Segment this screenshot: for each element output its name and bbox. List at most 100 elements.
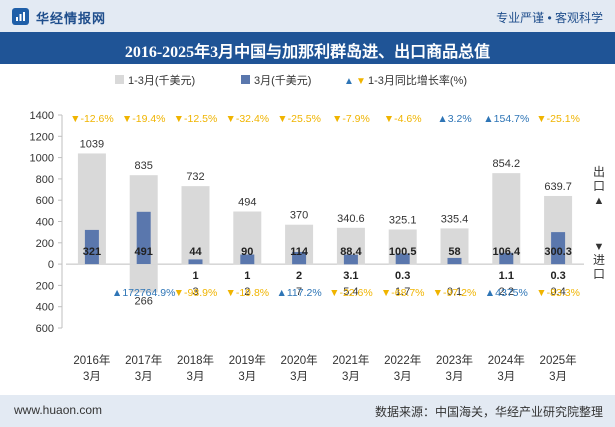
import-growth-label: ▲117.2%: [276, 287, 321, 299]
import-march-label: 3.1: [343, 270, 358, 282]
export-march-bar: [188, 259, 203, 265]
x-tick-label-month: 3月: [290, 371, 308, 383]
export-march-bar: [84, 229, 99, 265]
import-cumulative-label: 5.4: [343, 286, 358, 298]
export-cumulative-label: 340.6: [337, 213, 365, 225]
export-cumulative-label: 335.4: [441, 213, 469, 225]
export-growth-label: ▼-25.1%: [536, 113, 580, 125]
import-cumulative-label: 2.2: [499, 286, 514, 298]
y-tick-label: 200: [36, 238, 54, 250]
import-side-label-top: 进: [593, 253, 605, 267]
import-march-label: 0.3: [550, 270, 565, 282]
export-growth-label: ▲154.7%: [483, 113, 529, 125]
export-march-label: 58: [448, 246, 460, 258]
export-march-bar: [551, 232, 566, 265]
import-growth-label: ▲4375%: [485, 287, 528, 299]
import-march-label: 1.1: [499, 270, 514, 282]
export-cumulative-label: 1039: [80, 138, 104, 150]
export-cumulative-label: 639.7: [544, 181, 572, 193]
export-march-label: 44: [189, 246, 202, 258]
export-march-label: 88.4: [340, 246, 362, 258]
export-cumulative-label: 370: [290, 210, 308, 222]
y-tick-label: 1200: [30, 131, 54, 143]
growth-labels: ▼-12.6% ▼-19.4% ▲172764.9% ▼-12.5% ▼-98.9% ▼-…: [70, 113, 580, 299]
x-tick-label-year: 2016年: [73, 353, 110, 367]
x-tick-label-year: 2018年: [177, 353, 214, 367]
export-growth-label: ▲3.2%: [437, 113, 471, 125]
x-tick-label-month: 3月: [83, 371, 101, 383]
x-tick-label-year: 2019年: [229, 353, 266, 367]
export-arrow-icon: ▲: [594, 195, 605, 207]
export-march-label: 90: [241, 246, 253, 258]
x-tick-label-month: 3月: [135, 371, 153, 383]
x-tick-label-month: 3月: [549, 371, 567, 383]
import-march-label: 1: [192, 270, 198, 282]
x-tick-label-year: 2021年: [332, 353, 369, 367]
y-tick-label: 0: [48, 259, 54, 271]
export-growth-label: ▼-12.5%: [174, 113, 218, 125]
legend-swatch-march: [241, 75, 250, 84]
header-bar: [0, 0, 615, 32]
x-tick-label-month: 3月: [446, 371, 464, 383]
bars: [77, 153, 573, 293]
export-side-label-bottom: 口: [593, 179, 605, 193]
axes: 1400 1200 1000 800 600 400 200 0 200 400 600: [30, 110, 584, 335]
export-growth-label: ▼-19.4%: [122, 113, 166, 125]
export-march-label: 300.3: [544, 246, 572, 258]
slogan: 专业严谨 • 客观科学: [496, 11, 603, 25]
legend-swatch-cumulative: [115, 75, 124, 84]
import-growth-label: ▼-19.8%: [225, 287, 269, 299]
import-growth-label: ▼-83.3%: [536, 287, 580, 299]
import-cumulative-label: 3: [192, 286, 198, 298]
export-cumulative-bar: [492, 173, 521, 265]
y-tick-label: 400: [36, 217, 54, 229]
x-tick-label-year: 2020年: [281, 353, 318, 367]
footer-bar: [0, 395, 615, 427]
export-march-label: 321: [83, 246, 101, 258]
export-march-bar: [447, 257, 462, 265]
import-cumulative-label: 1.7: [395, 286, 410, 298]
export-march-bar: [292, 251, 307, 265]
y-tick-label: 800: [36, 174, 54, 186]
export-cumulative-bar: [181, 186, 210, 265]
export-cumulative-label: 854.2: [493, 158, 521, 170]
export-cumulative-label: 325.1: [389, 214, 417, 226]
x-tick-label-month: 3月: [238, 371, 256, 383]
import-cumulative-label: 2: [244, 286, 250, 298]
x-tick-label-year: 2025年: [540, 353, 577, 367]
x-tick-label-month: 3月: [394, 371, 412, 383]
export-march-bar: [499, 252, 514, 265]
x-tick-label-month: 3月: [497, 371, 515, 383]
export-side-label-top: 出: [593, 165, 605, 179]
export-march-label: 491: [135, 246, 153, 258]
chart-title: 2016-2025年3月中国与加那利群岛进、出口商品总值: [124, 44, 491, 61]
import-cumulative-label: 266: [135, 295, 153, 307]
import-growth-label: ▼-22.6%: [329, 287, 373, 299]
export-march-label: 114: [290, 246, 309, 258]
y-tick-label: 1000: [30, 153, 54, 165]
export-cumulative-label: 732: [186, 171, 204, 183]
import-arrow-icon: ▼: [594, 241, 605, 253]
side-labels: 出 口 ▲ ▼ 进 口: [593, 165, 605, 281]
legend-label-march: 3月(千美元): [254, 74, 311, 87]
x-tick-label-year: 2022年: [384, 353, 421, 367]
import-growth-label: ▼-98.9%: [174, 287, 218, 299]
y-tick-label: 1400: [30, 110, 54, 122]
brand-name[interactable]: 华经情报网: [36, 11, 107, 26]
x-tick-label-year: 2023年: [436, 353, 473, 367]
legend-down-triangle-icon: ▼: [356, 76, 366, 87]
chart: 1-3月(千美元) 3月(千美元) ▲ ▼ 1-3月同比增长率(%) 14001…: [30, 73, 605, 383]
export-march-bar: [240, 254, 255, 265]
import-cumulative-bar: [129, 264, 158, 293]
import-cumulative-bar: [285, 264, 314, 265]
legend: 1-3月(千美元) 3月(千美元) ▲ ▼ 1-3月同比增长率(%): [115, 73, 467, 87]
import-march-label: 0.3: [395, 270, 410, 282]
x-tick-label-year: 2017年: [125, 353, 162, 367]
import-march-label: 1: [244, 270, 250, 282]
legend-label-yoy: 1-3月同比增长率(%): [368, 73, 467, 87]
title-bar: [0, 32, 615, 64]
y-tick-label: 600: [36, 323, 54, 335]
x-tick-label-year: 2024年: [488, 353, 525, 367]
export-march-label: 106.4: [493, 246, 521, 258]
site-url[interactable]: www.huaon.com: [14, 403, 103, 417]
